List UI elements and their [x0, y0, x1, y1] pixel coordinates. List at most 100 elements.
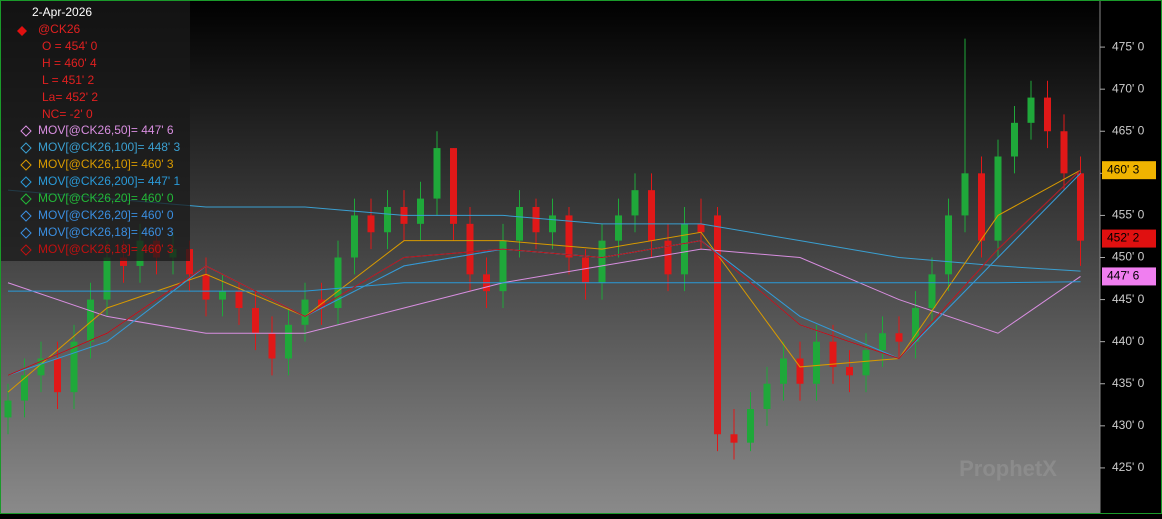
candle-body	[994, 156, 1002, 241]
ma-line	[8, 281, 1081, 292]
candle-body	[1060, 131, 1068, 174]
price-tag-label: 452' 2	[1107, 231, 1140, 245]
candle-body	[961, 173, 969, 216]
candle-body	[186, 249, 193, 275]
legend-marker	[20, 176, 32, 188]
candle-body	[37, 358, 45, 376]
candle-body	[268, 333, 276, 359]
candle-body	[582, 257, 589, 283]
candle-body	[103, 257, 111, 300]
price-tag-label: 447' 6	[1107, 269, 1140, 283]
y-tick-label: 430' 0	[1112, 418, 1145, 432]
candle-body	[978, 173, 985, 241]
candle-body	[681, 223, 688, 275]
candle-body	[516, 207, 523, 241]
candle-body	[846, 366, 853, 376]
legend-label: MOV[@CK26,100]= 448' 3	[38, 140, 181, 154]
candle-body	[499, 240, 507, 292]
candle-body	[763, 383, 771, 409]
legend-label: MOV[@CK26,20]= 460' 0	[38, 191, 174, 205]
candle-body	[829, 341, 837, 367]
candle-body	[351, 215, 358, 258]
legend-marker	[20, 193, 32, 205]
candle-body	[631, 190, 639, 216]
legend-box	[1, 1, 190, 261]
legend-label: MOV[@CK26,20]= 460' 0	[38, 208, 174, 222]
candle-body	[945, 215, 952, 275]
candle-body	[252, 308, 259, 334]
ma-line	[7, 169, 1081, 393]
candle-body	[219, 291, 226, 300]
candle-body	[813, 341, 820, 384]
candle-body	[1027, 97, 1035, 123]
candle-body	[912, 308, 919, 342]
candle-body	[466, 223, 474, 275]
candle-body	[1011, 122, 1018, 157]
symbol: @CK26	[38, 22, 81, 36]
candle-body	[202, 274, 210, 300]
symbol-marker	[17, 26, 27, 36]
legend-marker	[20, 142, 32, 154]
legend-label: MOV[@CK26,50]= 447' 6	[38, 123, 174, 137]
candle-body	[928, 274, 936, 308]
legend-marker	[20, 210, 32, 222]
y-tick-label: 440' 0	[1112, 334, 1145, 348]
candle-body	[235, 291, 243, 308]
candle-body	[285, 324, 292, 359]
info-line: H = 460' 4	[42, 56, 97, 70]
y-tick-label: 435' 0	[1112, 376, 1145, 390]
watermark: ProphetX	[959, 456, 1057, 481]
info-line: La= 452' 2	[42, 90, 98, 104]
candle-body	[1044, 97, 1051, 132]
candle-body	[796, 358, 804, 384]
candle-body	[433, 148, 441, 199]
y-tick-label: 475' 0	[1112, 39, 1145, 53]
candle-body	[367, 215, 375, 233]
candle-body	[549, 215, 556, 233]
candle-body	[648, 190, 655, 241]
legend-label: MOV[@CK26,18]= 460' 3	[38, 242, 174, 256]
candle-body	[615, 215, 622, 241]
plot	[4, 38, 1084, 460]
price-tag-label: 460' 3	[1107, 162, 1140, 176]
candle-body	[450, 148, 457, 224]
y-tick-label: 465' 0	[1112, 123, 1145, 137]
candle-body	[87, 299, 94, 342]
y-tick-label: 425' 0	[1112, 460, 1145, 474]
info-line: NC= -2' 0	[42, 107, 93, 121]
candle-body	[532, 207, 540, 233]
candle-body	[730, 434, 738, 443]
candle-body	[664, 240, 672, 275]
date: 2-Apr-2026	[32, 5, 92, 19]
candle-body	[895, 333, 903, 342]
y-tick-label: 470' 0	[1112, 81, 1145, 95]
candle-body	[70, 341, 78, 393]
y-tick-label: 450' 0	[1112, 250, 1145, 264]
legend-label: MOV[@CK26,18]= 460' 3	[38, 225, 174, 239]
axis-background	[1100, 0, 1162, 514]
candle-body	[747, 409, 754, 443]
candle-body	[384, 207, 391, 233]
candle-body	[54, 358, 61, 393]
candle-body	[4, 400, 12, 418]
candle-body	[598, 240, 606, 283]
candle-body	[714, 215, 721, 435]
legend: 2-Apr-2026 @CK26 O = 454' 0 H = 460' 4 L =…	[17, 5, 181, 256]
candle-body	[120, 257, 127, 266]
candle-body	[301, 299, 309, 325]
candle-body	[1077, 173, 1084, 241]
info-line: O = 454' 0	[42, 39, 98, 53]
legend-label: MOV[@CK26,10]= 460' 3	[38, 157, 174, 171]
ma-line	[7, 169, 1081, 376]
candle-body	[21, 375, 28, 401]
candle-body	[565, 215, 573, 258]
price-tag	[1102, 267, 1156, 286]
candle-body	[879, 333, 886, 351]
candle-body	[697, 223, 705, 233]
legend-marker	[20, 159, 32, 171]
candle-body	[417, 198, 424, 224]
legend-marker	[20, 125, 32, 137]
price-tag	[1102, 229, 1156, 248]
legend-marker	[20, 244, 32, 256]
